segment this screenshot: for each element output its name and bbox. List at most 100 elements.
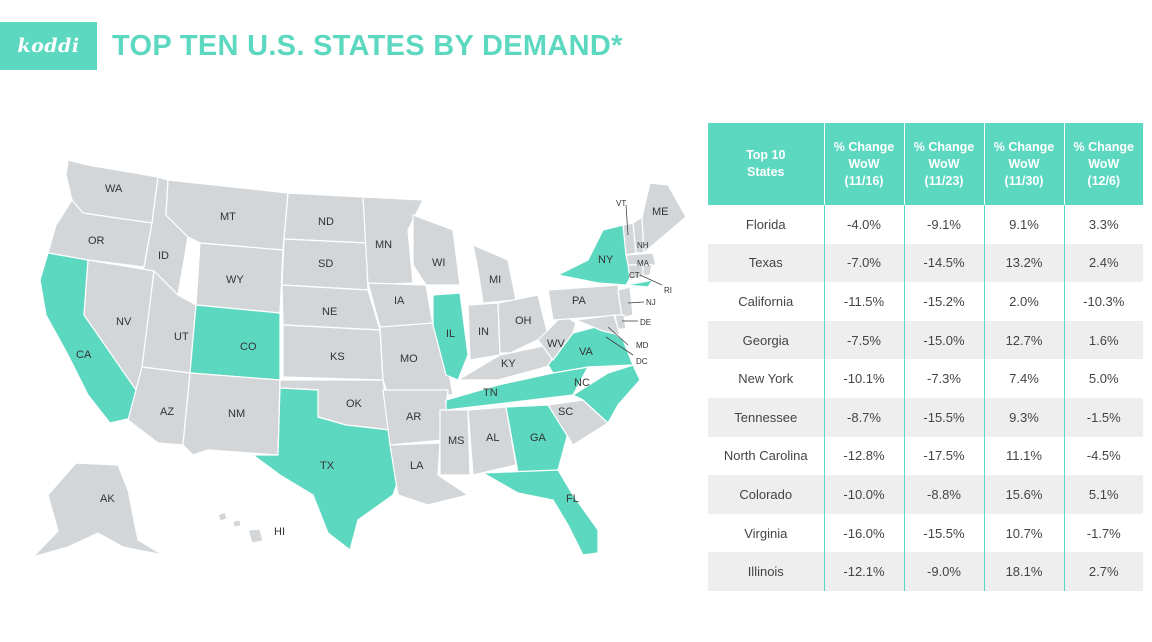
map-label-ms: MS xyxy=(448,435,465,447)
cell-value: 5.0% xyxy=(1063,359,1143,398)
state-name: Georgia xyxy=(708,320,824,360)
state-name: New York xyxy=(738,371,794,387)
cell-value: -10.0% xyxy=(823,475,904,514)
cell-value: -17.5% xyxy=(903,436,984,476)
long-island xyxy=(625,279,655,288)
map-label-mo: MO xyxy=(400,353,418,365)
cell-value: 5.1% xyxy=(1063,475,1143,514)
state-mi xyxy=(472,243,517,304)
map-label-sc: SC xyxy=(558,406,573,418)
table-row: North Carolina -12.8% -17.5% 11.1% -4.5% xyxy=(708,436,1143,476)
map-label-ut: UT xyxy=(174,331,189,343)
state-me xyxy=(641,182,687,255)
map-label-wy: WY xyxy=(226,274,244,286)
map-label-in: IN xyxy=(478,326,489,338)
state-hi-2 xyxy=(232,519,242,528)
header-states: Top 10 States xyxy=(708,123,824,205)
map-label-nm: NM xyxy=(228,408,245,420)
cell-value: -8.8% xyxy=(903,475,984,514)
map-label-sd: SD xyxy=(318,258,333,270)
map-label-ny: NY xyxy=(598,254,614,266)
map-label-ct: CT xyxy=(629,271,640,280)
cell-value: -10.1% xyxy=(823,359,904,398)
map-label-nj: NJ xyxy=(646,298,656,307)
state-name: North Carolina xyxy=(723,448,808,464)
cell-value: -10.3% xyxy=(1063,282,1143,321)
state-nj xyxy=(617,286,634,319)
map-label-ia: IA xyxy=(394,295,405,307)
map-label-az: AZ xyxy=(160,406,174,418)
map-label-nh: NH xyxy=(637,241,649,250)
table-row: New York -10.1% -7.3% 7.4% 5.0% xyxy=(708,359,1143,398)
us-map: WA OR CA ID NV MT WY UT AZ CO NM ND SD N… xyxy=(31,159,687,559)
map-label-ak: AK xyxy=(100,493,115,505)
state-mn xyxy=(362,196,424,286)
cell-value: -7.5% xyxy=(823,320,904,360)
table-row: Georgia -7.5% -15.0% 12.7% 1.6% xyxy=(708,320,1143,360)
cell-value: -8.7% xyxy=(823,397,904,437)
map-label-wi: WI xyxy=(432,257,445,269)
cell-value: 2.0% xyxy=(983,282,1064,321)
map-label-al: AL xyxy=(486,432,499,444)
state-ms xyxy=(439,409,471,476)
cell-value: -14.5% xyxy=(903,243,984,283)
state-va xyxy=(547,324,634,374)
cell-value: 10.7% xyxy=(983,513,1064,553)
state-name: Tennessee xyxy=(708,397,824,437)
state-ga xyxy=(505,404,569,474)
map-label-la: LA xyxy=(410,460,424,472)
header-wow-126: % Change WoW (12/6) xyxy=(1063,123,1143,205)
map-label-ca: CA xyxy=(76,349,92,361)
map-label-oh: OH xyxy=(515,315,532,327)
map-label-mi: MI xyxy=(489,274,501,286)
header-wow-1130: % Change WoW (11/30) xyxy=(983,123,1064,205)
map-label-il: IL xyxy=(446,328,455,340)
state-ri xyxy=(642,264,653,277)
state-ny xyxy=(556,224,634,286)
state-name: Colorado xyxy=(708,475,824,514)
cell-value: -9.1% xyxy=(903,205,984,244)
cell-value: -15.0% xyxy=(903,320,984,360)
state-nc xyxy=(571,364,641,424)
map-label-fl: FL xyxy=(566,493,579,505)
header-wow-1123: % Change WoW (11/23) xyxy=(903,123,984,205)
table-header-row: Top 10 States % Change WoW (11/16) % Cha… xyxy=(708,123,1143,205)
cell-value: -7.0% xyxy=(823,243,904,283)
cell-value: -11.5% xyxy=(823,282,904,321)
map-label-ne: NE xyxy=(322,306,337,318)
demand-table: Top 10 States % Change WoW (11/16) % Cha… xyxy=(708,123,1143,591)
map-label-ga: GA xyxy=(530,432,547,444)
cell-value: 15.6% xyxy=(983,475,1064,514)
cell-value: 9.1% xyxy=(983,205,1064,244)
table-row: Texas -7.0% -14.5% 13.2% 2.4% xyxy=(708,243,1143,283)
state-name: California xyxy=(738,293,794,309)
table-row: Colorado -10.0% -8.8% 15.6% 5.1% xyxy=(708,475,1143,514)
cell-value: 1.6% xyxy=(1063,320,1143,360)
cell-value: -15.5% xyxy=(903,397,984,437)
map-label-nd: ND xyxy=(318,216,334,228)
cell-value: -15.2% xyxy=(903,282,984,321)
map-label-dc: DC xyxy=(636,357,648,366)
cell-value: -16.0% xyxy=(823,513,904,553)
map-label-ks: KS xyxy=(330,351,345,363)
cell-value: 9.3% xyxy=(983,397,1064,437)
map-label-wa: WA xyxy=(105,183,123,195)
cell-value: -15.5% xyxy=(903,513,984,553)
table-row: Florida -4.0% -9.1% 9.1% 3.3% xyxy=(708,205,1143,244)
map-label-ok: OK xyxy=(346,398,363,410)
state-name: Virginia xyxy=(744,525,788,541)
table-row: Illinois -12.1% -9.0% 18.1% 2.7% xyxy=(708,552,1143,591)
map-label-or: OR xyxy=(88,235,105,247)
cell-value: 11.1% xyxy=(983,436,1064,476)
map-label-pa: PA xyxy=(572,295,587,307)
table-row: California -11.5% -15.2% 2.0% -10.3% xyxy=(708,282,1143,321)
koddi-logo: koddi xyxy=(0,22,97,70)
cell-value: -1.5% xyxy=(1063,397,1143,437)
state-oh xyxy=(497,294,549,354)
map-label-ma: MA xyxy=(637,259,650,268)
table-row: Tennessee -8.7% -15.5% 9.3% -1.5% xyxy=(708,397,1143,437)
cell-value: -12.1% xyxy=(823,552,904,591)
cell-value: 18.1% xyxy=(983,552,1064,591)
state-wi xyxy=(412,214,461,286)
state-md xyxy=(573,314,621,336)
